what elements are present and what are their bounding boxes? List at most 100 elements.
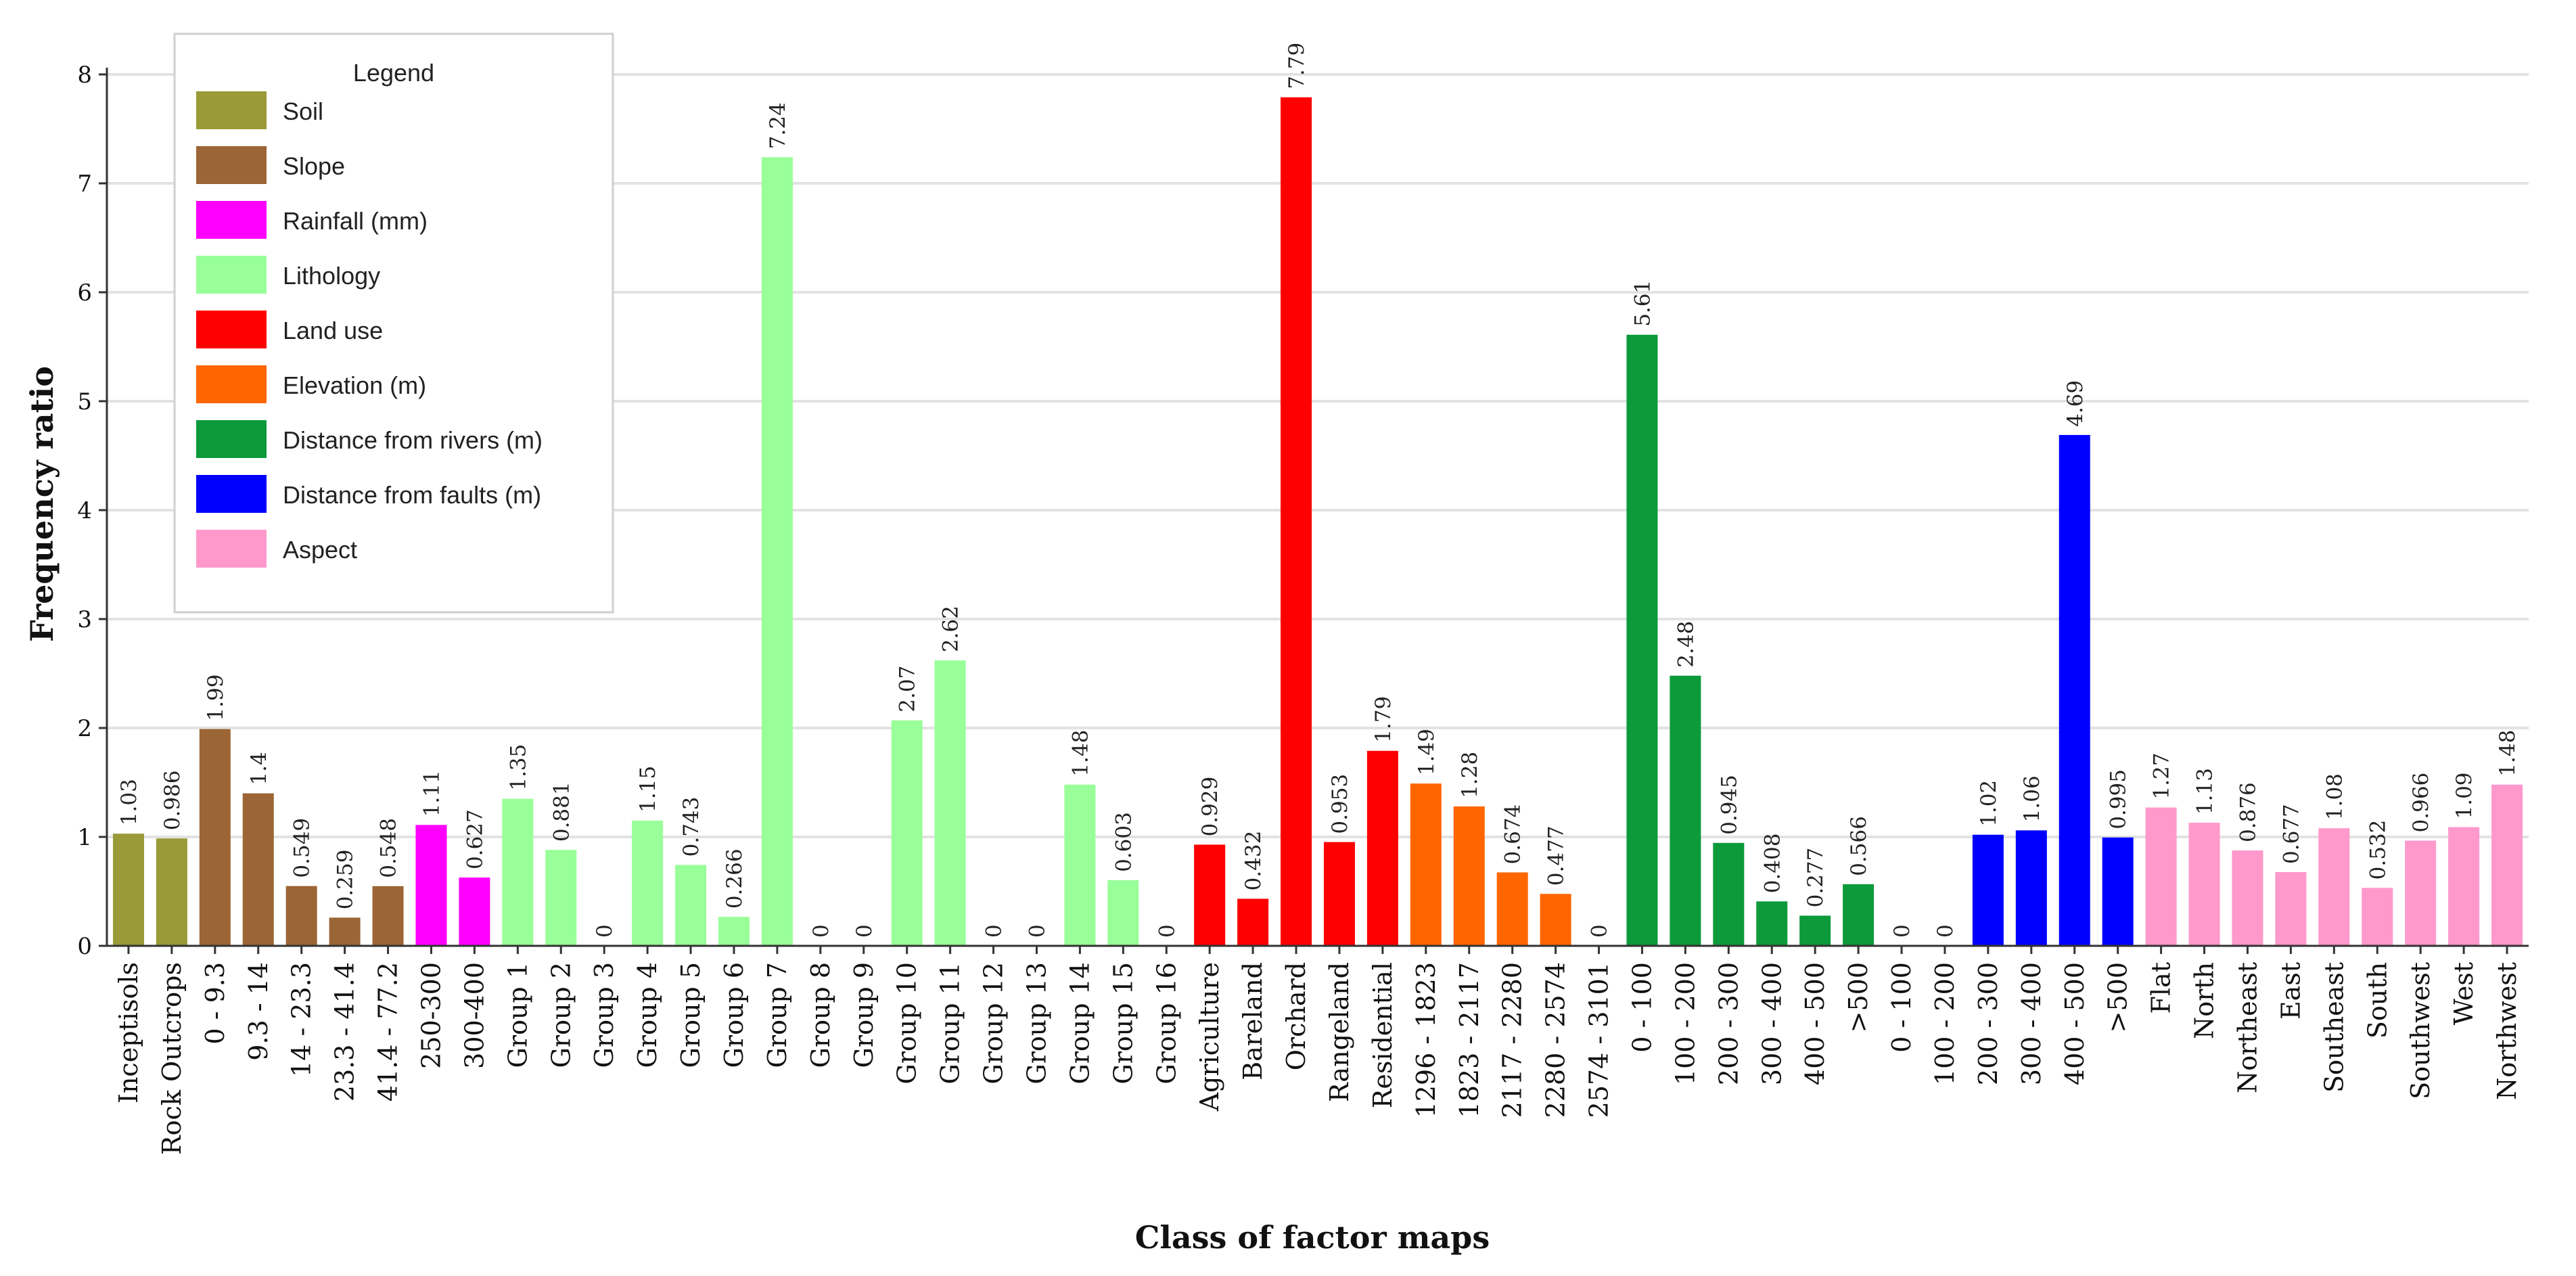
data-label: 0.566 [1847, 816, 1871, 876]
data-label: 0 [1588, 924, 1612, 938]
bar [1194, 844, 1226, 946]
x-tick-label: South [2362, 962, 2392, 1039]
bar [156, 838, 187, 946]
bar [1972, 834, 2004, 946]
bar [2232, 850, 2263, 946]
x-tick-label: 0 - 100 [1887, 962, 1916, 1053]
bar [2405, 840, 2437, 946]
data-label: 0.995 [2107, 769, 2131, 829]
data-label: 1.03 [117, 779, 141, 825]
x-tick-label: Group 1 [503, 962, 532, 1068]
legend-entry-label: Distance from faults (m) [283, 481, 541, 509]
bar [285, 886, 317, 946]
x-tick-label: Group 8 [806, 962, 835, 1068]
bar [632, 820, 664, 946]
x-tick-label: Group 6 [719, 962, 749, 1068]
data-label: 0.881 [549, 781, 574, 842]
x-tick-label: Group 13 [1021, 962, 1051, 1085]
x-tick-label: 300 - 400 [1757, 962, 1787, 1085]
x-tick-label: 400 - 500 [2060, 962, 2090, 1085]
x-tick-label: Inceptisols [114, 962, 143, 1103]
data-label: 0.477 [1544, 825, 1569, 886]
x-tick-label: Group 7 [762, 962, 792, 1068]
x-tick-label: 300-400 [459, 962, 489, 1069]
bar [1756, 901, 1788, 946]
x-tick-label: Orchard [1281, 962, 1311, 1070]
data-label: 1.49 [1414, 729, 1439, 775]
legend-swatch [196, 91, 267, 129]
legend-swatch [196, 475, 267, 513]
legend-entry-label: Aspect [283, 536, 357, 564]
legend-swatch [196, 311, 267, 348]
legend-entry-label: Distance from rivers (m) [283, 426, 543, 454]
data-label: 4.69 [2063, 380, 2088, 427]
x-tick-label: 0 - 9.3 [200, 962, 230, 1045]
legend: Legend Soil Slope Rainfall (mm) Lithology Lan… [173, 32, 614, 614]
x-tick-label: Northeast [2232, 962, 2262, 1093]
data-label: 0.986 [160, 771, 185, 831]
bar [459, 878, 490, 946]
data-label: 7.24 [766, 102, 790, 149]
bar [1064, 784, 1096, 946]
x-tick-label: East [2276, 962, 2305, 1020]
legend-swatch [196, 365, 267, 403]
data-label: 1.09 [2452, 772, 2477, 819]
y-tick-label: 6 [77, 279, 92, 306]
bar [1843, 884, 1874, 946]
data-label: 0.966 [2409, 773, 2433, 833]
x-tick-label: 100 - 200 [1930, 962, 1960, 1085]
bar [1410, 783, 1442, 946]
bar [199, 729, 231, 946]
x-tick-label: Rangeland [1325, 962, 1354, 1102]
data-label: 0 [1933, 924, 1958, 938]
x-tick-label: Residential [1368, 962, 1398, 1108]
bar [2318, 828, 2350, 946]
x-tick-label: West [2449, 962, 2479, 1025]
data-label: 1.28 [1458, 752, 1482, 798]
x-axis-title: Class of factor maps [1135, 1219, 1490, 1256]
x-tick-label: Flat [2146, 962, 2176, 1013]
data-label: 0.432 [1241, 831, 1266, 891]
x-tick-label: 100 - 200 [1670, 962, 1700, 1085]
x-tick-label: 2574 - 3101 [1584, 962, 1614, 1118]
x-tick-label: 2280 - 2574 [1541, 962, 1571, 1118]
bar [1107, 880, 1139, 946]
x-tick-label: Southeast [2319, 962, 2349, 1093]
data-label: 1.48 [1068, 730, 1092, 777]
x-tick-label: Bareland [1238, 962, 1268, 1080]
legend-swatch [196, 530, 267, 568]
x-tick-label: Group 3 [589, 962, 619, 1068]
bar [1453, 806, 1485, 946]
bar [2015, 830, 2047, 946]
bar [2102, 837, 2134, 946]
bar [675, 865, 707, 946]
x-tick-label: >500 [1843, 962, 1873, 1032]
y-tick-label: 3 [77, 606, 92, 633]
x-tick-label: Agriculture [1195, 962, 1224, 1112]
legend-swatch [196, 256, 267, 294]
bar [545, 850, 577, 946]
legend-entry-label: Lithology [283, 262, 380, 290]
data-label: 0 [593, 924, 617, 938]
data-label: 0 [1025, 924, 1049, 938]
y-axis-title: Frequency ratio [24, 366, 60, 642]
bar [1496, 872, 1528, 946]
data-label: 0 [809, 924, 833, 938]
data-label: 1.11 [419, 770, 444, 817]
y-tick-label: 7 [77, 170, 92, 198]
x-tick-label: 300 - 400 [2017, 962, 2046, 1085]
data-label: 0.953 [1328, 774, 1352, 834]
data-label: 2.48 [1674, 621, 1698, 668]
x-tick-label: 41.4 - 77.2 [373, 962, 403, 1101]
data-label: 0 [1890, 924, 1914, 938]
data-label: 0.929 [1198, 777, 1222, 837]
data-label: 1.27 [2150, 752, 2174, 799]
bar [1237, 898, 1269, 946]
data-label: 1.99 [204, 675, 228, 721]
legend-swatch [196, 420, 267, 458]
legend-entry-label: Soil [283, 97, 323, 125]
legend-entry-label: Rainfall (mm) [283, 207, 428, 235]
bar [2145, 807, 2177, 946]
bar [2448, 827, 2480, 946]
